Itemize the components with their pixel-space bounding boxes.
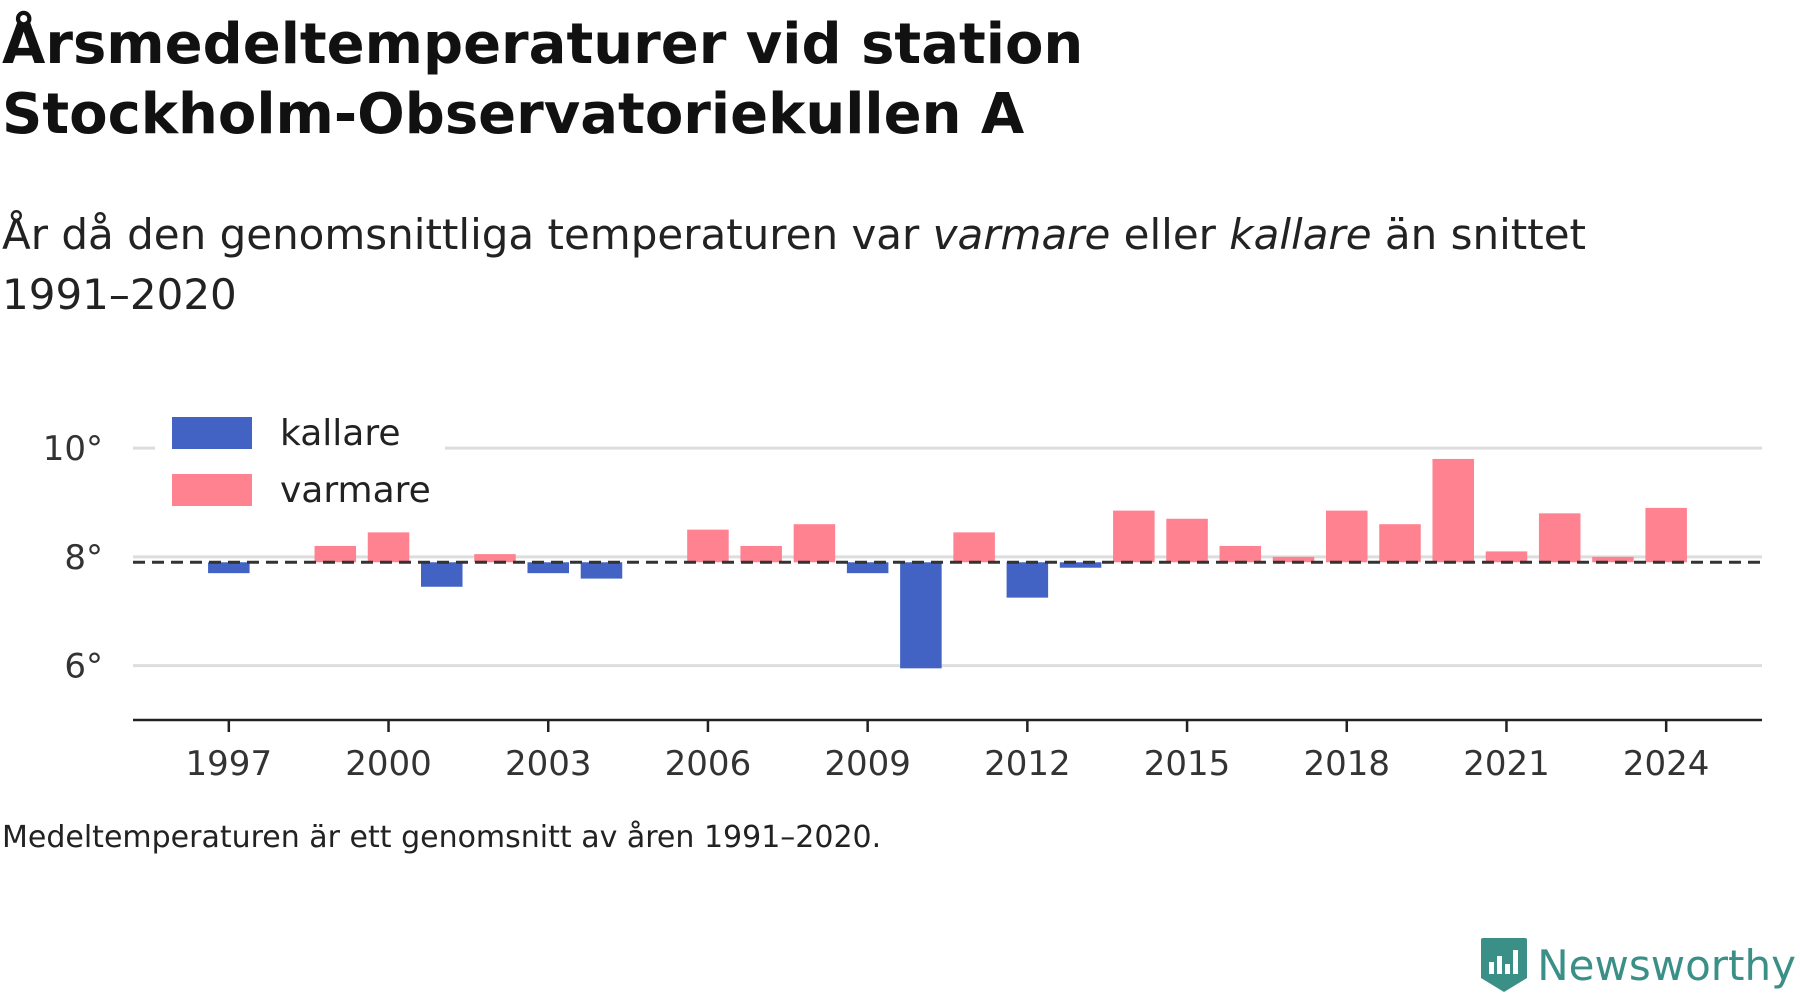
- bar-2022: [1538, 513, 1581, 563]
- x-tick-label: 2024: [1623, 744, 1710, 784]
- bar-2004: [580, 562, 623, 579]
- subtitle-part-3: än snittet: [1371, 210, 1587, 259]
- bars: [208, 458, 1687, 669]
- newsworthy-logo-icon: [1481, 938, 1528, 992]
- subtitle-part-1: År då den genomsnittliga temperaturen va…: [2, 210, 933, 259]
- bar-2010: [900, 562, 942, 669]
- bar-2007: [740, 545, 782, 563]
- bar-2012: [1006, 562, 1049, 598]
- legend-swatch-varmare: [172, 474, 252, 506]
- x-tick-label: 2015: [1144, 744, 1231, 784]
- y-axis-tick-labels: 6° 8° 10°: [43, 429, 103, 687]
- bar-2016: [1219, 545, 1262, 563]
- y-tick-label: 10°: [43, 429, 103, 469]
- subtitle-warmer-word: varmare: [932, 210, 1111, 259]
- bar-2011: [953, 532, 995, 563]
- title-line-1: Årsmedeltemperaturer vid station: [2, 12, 1084, 77]
- subtitle-colder-word: kallare: [1229, 210, 1372, 259]
- legend-label-kallare: kallare: [280, 413, 401, 454]
- chart-title: Årsmedeltemperaturer vid station Stockho…: [2, 10, 1402, 150]
- bar-2015: [1166, 518, 1208, 563]
- y-tick-label: 8°: [64, 538, 103, 578]
- x-tick-label: 2009: [824, 744, 911, 784]
- bar-2020: [1432, 458, 1474, 563]
- brand-logo: Newsworthy: [1479, 935, 1796, 995]
- subtitle-line-2: 1991–2020: [2, 270, 237, 319]
- bar-1997: [208, 562, 250, 574]
- x-tick-label: 2000: [345, 744, 432, 784]
- bar-2000: [367, 532, 410, 563]
- bar-2009: [846, 562, 889, 574]
- bar-2021: [1485, 551, 1528, 563]
- x-tick-label: 1997: [186, 744, 273, 784]
- x-axis: 1997 2000 2003 2006 2009 2012 2015 2018 2021 2024: [133, 718, 1762, 784]
- y-tick-label: 6°: [64, 647, 103, 687]
- bar-2001: [421, 562, 463, 587]
- footnote: Medeltemperaturen är ett genomsnitt av å…: [2, 820, 882, 855]
- legend-label-varmare: varmare: [280, 470, 431, 511]
- bar-2002: [474, 554, 516, 563]
- legend: kallare varmare: [155, 413, 445, 515]
- bar-2023: [1592, 556, 1634, 563]
- bar-2013: [1059, 562, 1102, 568]
- subtitle-part-2: eller: [1110, 210, 1230, 259]
- bar-2003: [527, 562, 569, 574]
- x-tick-label: 2003: [505, 744, 592, 784]
- x-tick-label: 2006: [665, 744, 752, 784]
- legend-swatch-kallare: [172, 417, 252, 449]
- chart-subtitle: År då den genomsnittliga temperaturen va…: [2, 205, 1702, 325]
- bar-2008: [793, 524, 836, 563]
- bar-chart: 6° 8° 10° 1997 2000 2003 2006 2009 2012 2015 2018…: [43, 413, 1762, 784]
- bar-2024: [1645, 507, 1687, 563]
- bar-1999: [314, 545, 357, 563]
- x-tick-label: 2021: [1463, 744, 1550, 784]
- bar-2017: [1272, 556, 1315, 563]
- x-tick-label: 2012: [984, 744, 1071, 784]
- brand-name: Newsworthy: [1537, 940, 1796, 990]
- bar-2014: [1113, 510, 1155, 563]
- title-line-2: Stockholm-Observatoriekullen A: [2, 82, 1025, 147]
- bar-2018: [1326, 510, 1368, 563]
- x-tick-label: 2018: [1303, 744, 1390, 784]
- bar-2006: [687, 529, 729, 563]
- bar-2019: [1379, 524, 1421, 563]
